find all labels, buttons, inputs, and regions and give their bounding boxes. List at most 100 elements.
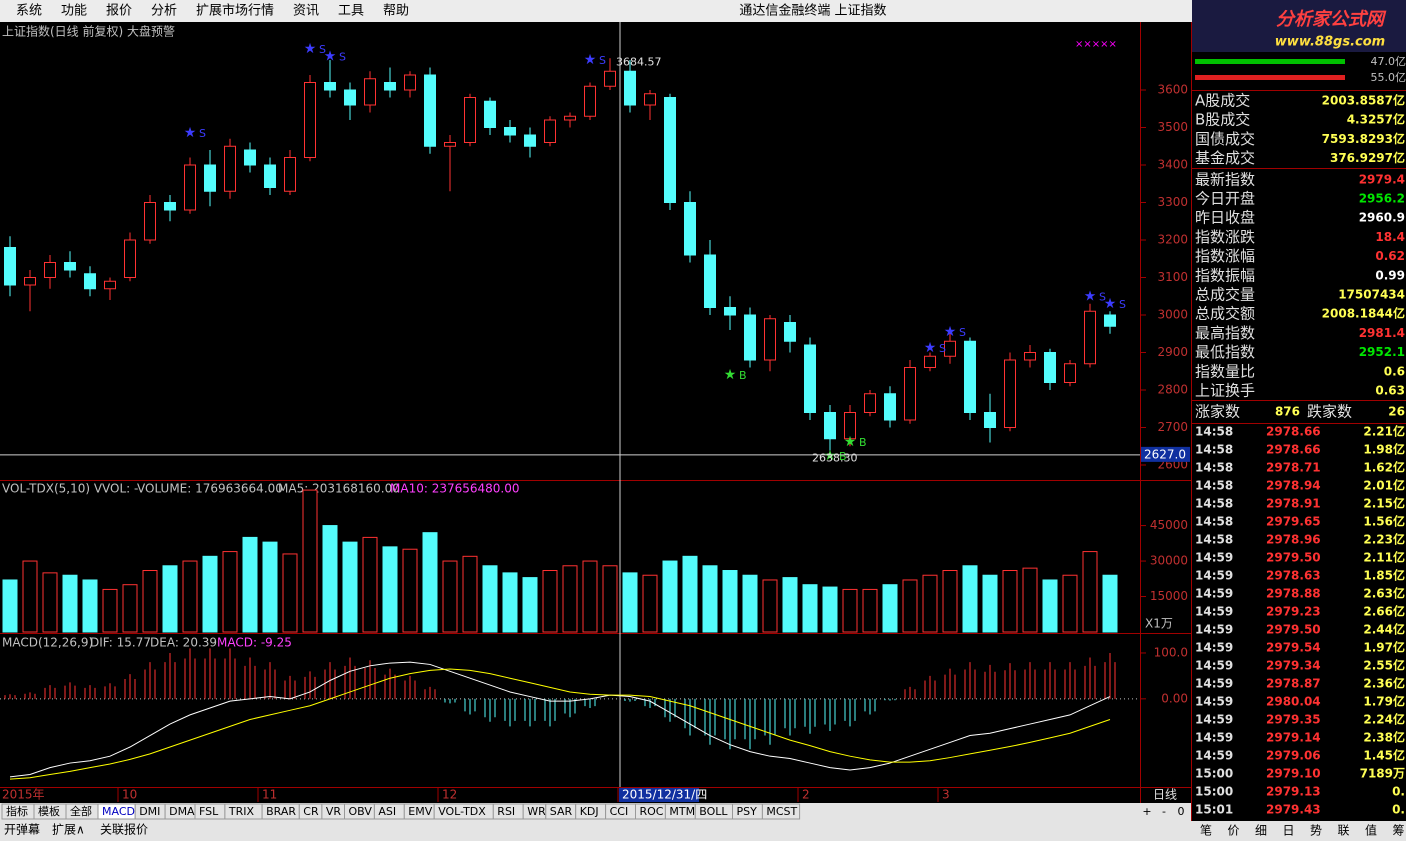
tick-volume: 2.01亿 xyxy=(1363,478,1405,493)
indicator-tab-label[interactable]: FSL xyxy=(199,805,219,818)
indicator-tab-label[interactable]: CCI xyxy=(610,805,629,818)
menu-item[interactable]: 系统 xyxy=(16,4,42,19)
crosshair-label: 2627.0 xyxy=(1144,447,1186,461)
pane-borders xyxy=(0,22,1406,821)
signal-label: S xyxy=(939,342,946,355)
zoom-button[interactable]: - xyxy=(1162,805,1166,818)
tick-price: 2978.88 xyxy=(1266,587,1321,601)
volume-bar xyxy=(242,536,258,633)
logo-bg xyxy=(1192,0,1406,52)
stat-value: 376.9297亿 xyxy=(1330,150,1405,165)
candle-body xyxy=(864,393,876,413)
indicator-tab-label[interactable]: MCST xyxy=(766,805,797,818)
indicator-tab-label[interactable]: MTM xyxy=(669,805,695,818)
breadth: 26 xyxy=(1388,405,1405,419)
stat-label: 最新指数 xyxy=(1195,170,1255,188)
panel-tab[interactable]: 值 xyxy=(1365,823,1377,838)
menu-item[interactable]: 功能 xyxy=(61,4,87,19)
panel-tab[interactable]: 势 xyxy=(1310,824,1322,838)
menu-item[interactable]: 分析 xyxy=(151,4,177,19)
volume-bar xyxy=(1022,567,1038,633)
indicator-tab-label[interactable]: OBV xyxy=(349,805,373,818)
tick-time: 14:59 xyxy=(1195,605,1233,619)
signal-label: B xyxy=(839,450,847,463)
menu-item[interactable]: 工具 xyxy=(338,4,364,19)
menu-item[interactable]: 资讯 xyxy=(293,4,319,19)
candle-body xyxy=(404,74,416,91)
indicator-tab-label[interactable]: ASI xyxy=(378,805,396,818)
tick-volume: 2.11亿 xyxy=(1363,550,1405,565)
volume-bar xyxy=(662,560,678,633)
volume-header: MA10: 237656480.00 xyxy=(390,482,520,496)
tick-price: 2979.50 xyxy=(1266,623,1321,637)
indicator-tab-label[interactable]: DMA xyxy=(169,805,195,818)
candle-body xyxy=(764,318,776,361)
zoom-button[interactable]: + xyxy=(1142,805,1151,818)
indicator-tab-label[interactable]: CR xyxy=(303,805,319,818)
indicator-tab-label[interactable]: RSI xyxy=(497,805,515,818)
signal-label: B xyxy=(859,436,867,449)
indicator-tab-label[interactable]: ROC xyxy=(640,805,664,818)
date-label: 3 xyxy=(942,788,950,802)
bottom-button[interactable]: 扩展∧ xyxy=(52,823,85,837)
tick-time: 14:59 xyxy=(1195,749,1233,763)
bar-red xyxy=(1195,75,1345,80)
bottom-button[interactable]: 开弹幕 xyxy=(4,823,40,837)
stat-value: 4.3257亿 xyxy=(1347,112,1405,127)
indicator-tab-label[interactable]: 模板 xyxy=(38,804,60,818)
stat-label: 指数涨跌 xyxy=(1195,228,1255,246)
indicator-tab-label[interactable]: VOL-TDX xyxy=(438,805,486,818)
panel-tab[interactable]: 联 xyxy=(1337,824,1349,838)
indicator-tab-label[interactable]: 全部 xyxy=(70,804,92,818)
panel-tab[interactable]: 细 xyxy=(1255,824,1267,838)
indicator-tab-label[interactable]: MACD xyxy=(102,805,135,818)
indicator-tab-label[interactable]: EMV xyxy=(408,805,432,818)
volume-bar xyxy=(262,541,278,633)
bottom-button[interactable]: 关联报价 xyxy=(100,822,148,837)
tick-price: 2978.87 xyxy=(1266,677,1321,691)
candle-body xyxy=(224,145,236,192)
breadth: 876 xyxy=(1275,405,1300,419)
panel-tab[interactable]: 筹 xyxy=(1392,824,1404,838)
stat-label: 最低指数 xyxy=(1195,343,1255,361)
tick-time: 15:00 xyxy=(1195,785,1233,799)
y-tick-label: 3100 xyxy=(1157,270,1188,284)
tick-time: 15:01 xyxy=(1195,803,1233,817)
menu-item[interactable]: 扩展市场行情 xyxy=(196,3,274,19)
menu-item[interactable]: 帮助 xyxy=(383,4,409,19)
panel-tab[interactable]: 日 xyxy=(1282,824,1294,838)
candle-body xyxy=(824,412,836,440)
menu-item[interactable]: 报价 xyxy=(106,4,132,19)
volume-bar xyxy=(1102,574,1118,633)
volume-bar xyxy=(1062,574,1078,633)
panel-tab[interactable]: 价 xyxy=(1227,824,1239,838)
indicator-tab-label[interactable]: PSY xyxy=(737,805,758,818)
candle-body xyxy=(704,254,716,308)
zoom-button[interactable]: 0 xyxy=(1178,805,1185,818)
indicator-tab-label[interactable]: VR xyxy=(326,805,342,818)
y-tick-label: 2800 xyxy=(1157,383,1188,397)
indicator-tab-label[interactable]: BRAR xyxy=(266,805,296,818)
indicator-tab-label[interactable]: BOLL xyxy=(699,805,728,818)
indicator-tab-label[interactable]: SAR xyxy=(550,805,573,818)
indicator-tab[interactable] xyxy=(761,803,801,820)
volume-bar xyxy=(782,577,798,633)
stat-label: 总成交量 xyxy=(1195,286,1255,304)
volume-bar xyxy=(1002,570,1018,633)
tick-price: 2979.14 xyxy=(1266,731,1321,745)
panel-tab[interactable]: 笔 xyxy=(1200,823,1212,838)
stat-value: 18.4 xyxy=(1375,230,1405,244)
signal-label: S xyxy=(599,54,606,67)
tick-volume: 0. xyxy=(1392,803,1405,817)
indicator-tab-label[interactable]: TRIX xyxy=(228,805,255,818)
volume-bar xyxy=(222,551,238,633)
indicator-tab-label[interactable]: WR xyxy=(527,805,546,818)
indicator-tab-label[interactable]: DMI xyxy=(139,805,160,818)
signal-star: ★ xyxy=(724,367,737,383)
macd-line xyxy=(9,668,1111,780)
candle-body xyxy=(464,97,476,143)
tick-time: 14:59 xyxy=(1195,587,1233,601)
indicator-tab-label[interactable]: 指标 xyxy=(6,804,28,818)
candle-body xyxy=(564,115,576,121)
indicator-tab-label[interactable]: KDJ xyxy=(580,805,599,818)
